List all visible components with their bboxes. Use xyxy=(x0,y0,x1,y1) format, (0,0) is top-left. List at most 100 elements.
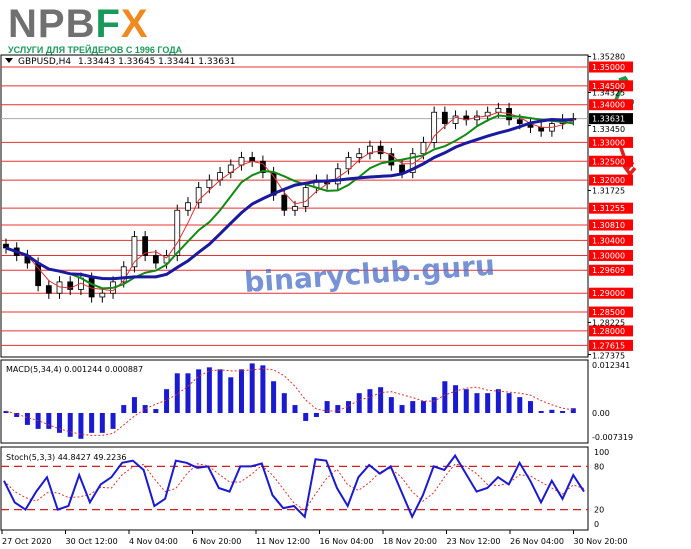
macd-bar xyxy=(367,389,373,413)
macd-bar xyxy=(463,389,469,413)
candle xyxy=(367,145,373,155)
macd-bar xyxy=(78,413,84,439)
candle xyxy=(431,111,438,143)
level-label: 1.34500 xyxy=(592,82,625,91)
price-tick: 1.35280 xyxy=(592,52,625,61)
macd-label: MACD(5,34,4) 0.001244 0.000887 xyxy=(6,365,143,374)
macd-bar xyxy=(356,393,362,413)
stoch-tick: 0 xyxy=(594,520,599,529)
candle xyxy=(420,141,427,155)
candle xyxy=(67,281,74,290)
macd-bar xyxy=(485,393,491,413)
x-label: 6 Nov 20:00 xyxy=(193,537,242,546)
macd-bar xyxy=(324,401,330,413)
macd-bar xyxy=(431,397,437,413)
stoch-tick: 80 xyxy=(594,462,604,471)
macd-bar xyxy=(153,409,159,413)
level-tag xyxy=(589,174,633,186)
ma-fast-line xyxy=(5,111,574,292)
candle xyxy=(302,187,309,207)
macd-bar xyxy=(196,369,202,413)
level-label: 1.29609 xyxy=(592,266,625,275)
level-tag xyxy=(589,80,633,92)
macd-bar xyxy=(453,385,459,413)
level-tag xyxy=(589,339,633,351)
macd-bar xyxy=(570,408,576,413)
level-tag xyxy=(589,264,633,276)
candle xyxy=(538,126,545,132)
macd-bar xyxy=(14,413,20,417)
x-label: 23 Nov 12:00 xyxy=(447,537,501,546)
level-label: 1.29000 xyxy=(592,289,625,298)
candle xyxy=(388,153,395,166)
level-label: 1.33000 xyxy=(592,138,625,147)
macd-bar xyxy=(174,373,180,413)
x-label: 11 Nov 12:00 xyxy=(256,537,310,546)
level-tag xyxy=(589,250,633,261)
ma-slow-line xyxy=(5,117,574,281)
candle xyxy=(163,255,170,264)
level-tag xyxy=(589,287,633,299)
dropdown-triangle-icon[interactable] xyxy=(5,58,13,63)
candle xyxy=(174,209,181,256)
x-label: 16 Nov 04:00 xyxy=(320,537,374,546)
candle xyxy=(409,153,416,173)
level-label: 1.32000 xyxy=(592,176,625,185)
macd-bar xyxy=(281,393,287,413)
macd-bar xyxy=(89,413,95,433)
candle xyxy=(195,187,202,204)
x-label: 27 Oct 2020 xyxy=(2,537,51,546)
macd-bar xyxy=(303,413,309,421)
macd-bar xyxy=(560,411,566,413)
candle xyxy=(356,153,363,158)
macd-bar xyxy=(185,373,191,413)
macd-bar xyxy=(292,405,298,413)
npbfx-logo: NPBFX УСЛУГИ ДЛЯ ТРЕЙДЕРОВ С 1996 ГОДА xyxy=(8,2,183,55)
macd-bar xyxy=(57,413,63,433)
price-tick: 1.28225 xyxy=(592,318,625,327)
level-label: 1.30400 xyxy=(592,236,625,245)
current-price-tag xyxy=(589,113,633,125)
candle xyxy=(292,206,298,211)
macd-bar xyxy=(420,401,426,413)
macd-bar xyxy=(206,367,212,413)
stoch-label: Stoch(5,3,3) 44.8427 49.2236 xyxy=(6,453,126,462)
candle xyxy=(99,292,106,298)
candle xyxy=(185,202,191,211)
macd-bar xyxy=(378,387,384,413)
stoch-main-line xyxy=(3,453,585,520)
candle xyxy=(249,157,256,162)
macd-bar xyxy=(549,409,555,413)
macd-bar xyxy=(238,369,244,413)
candle xyxy=(45,285,52,294)
macd-bar xyxy=(517,397,523,413)
level-label: 1.28500 xyxy=(592,308,625,317)
macd-bar xyxy=(335,405,341,413)
level-tag xyxy=(589,306,633,318)
candle xyxy=(142,236,149,256)
level-label: 1.32500 xyxy=(592,157,625,166)
candle xyxy=(377,145,384,155)
level-label: 1.28000 xyxy=(592,327,625,336)
x-label: 18 Nov 20:00 xyxy=(383,537,437,546)
candle xyxy=(516,119,523,124)
candle xyxy=(120,266,127,283)
macd-bar xyxy=(67,413,73,437)
price-tick: 1.33450 xyxy=(592,125,625,134)
level-label: 1.30810 xyxy=(592,221,625,230)
pane-frame-1 xyxy=(0,359,589,444)
x-label: 30 Nov 20:00 xyxy=(574,537,628,546)
stoch-signal-line xyxy=(3,463,585,512)
macd-bar xyxy=(260,365,266,413)
macd-bar xyxy=(249,363,255,413)
macd-bar xyxy=(399,405,405,413)
candle xyxy=(495,108,502,113)
macd-bar xyxy=(228,377,234,413)
level-tag xyxy=(589,136,633,148)
macd-bar xyxy=(46,413,52,429)
level-label: 1.34000 xyxy=(592,101,625,110)
level-tag xyxy=(589,202,633,214)
level-tag xyxy=(589,61,633,73)
level-tag xyxy=(589,99,633,111)
x-label: 4 Nov 04:00 xyxy=(129,537,178,546)
